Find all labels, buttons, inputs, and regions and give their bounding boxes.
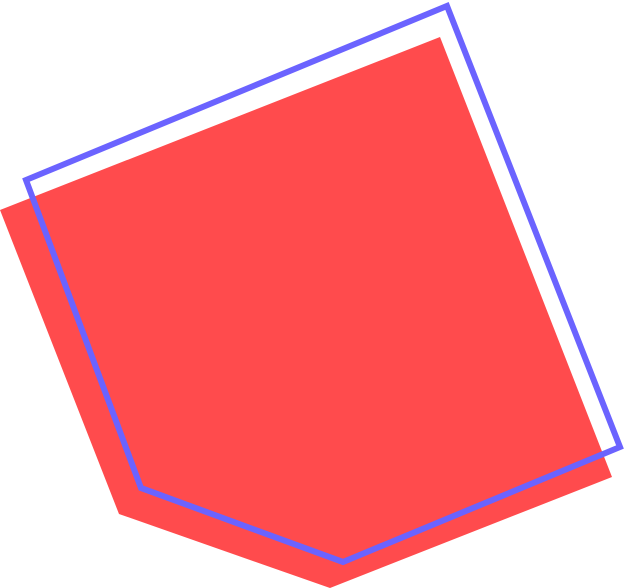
red-filled-pentagon <box>0 37 612 588</box>
purple-outlined-pentagon <box>22 2 624 566</box>
